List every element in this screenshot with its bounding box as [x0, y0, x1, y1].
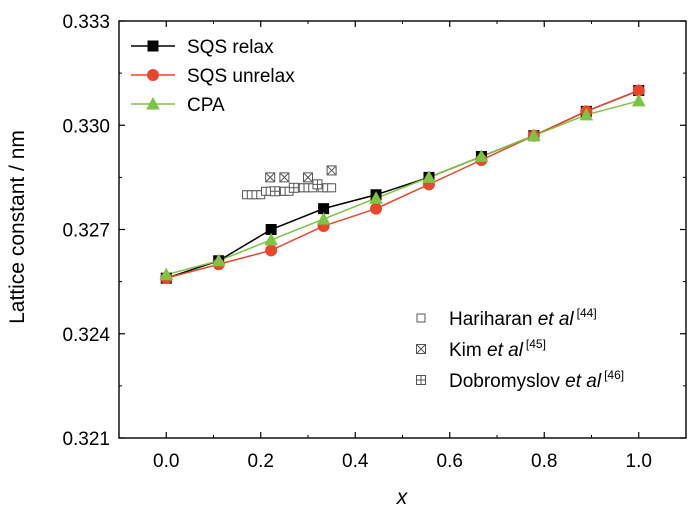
marker-plus — [270, 186, 280, 196]
marker-plus — [416, 375, 426, 385]
legend-item: SQS unrelax — [131, 66, 295, 87]
y-tick-label: 0.330 — [62, 116, 110, 137]
data-point — [327, 183, 337, 193]
series-markers-2 — [159, 93, 646, 281]
series-ref-2 — [269, 179, 323, 197]
data-point — [474, 149, 489, 163]
data-point — [326, 165, 337, 176]
series-markers-0 — [160, 85, 645, 284]
series-line — [166, 89, 640, 279]
series-1 — [166, 89, 640, 279]
data-point — [279, 172, 290, 183]
legend-marker — [147, 40, 159, 52]
legend-ref-item: Dobromyslov et al [46] — [416, 368, 624, 392]
legend-ref-marker — [416, 375, 426, 385]
data-point — [316, 212, 331, 225]
x-tick-label: 0.8 — [531, 451, 557, 472]
marker-plus — [312, 179, 322, 189]
y-tick-label: 0.321 — [62, 429, 110, 450]
x-tick-label: 1.0 — [626, 451, 652, 472]
marker-cross — [279, 172, 290, 183]
legend-ref-label: Dobromyslov et al [46] — [449, 368, 624, 392]
data-point — [527, 128, 541, 142]
legend-label: SQS unrelax — [187, 66, 295, 87]
data-point — [370, 202, 383, 215]
marker-plus — [289, 183, 299, 193]
x-tick-label: 0.0 — [153, 451, 179, 472]
data-point — [312, 179, 323, 190]
legend-ref-label: Kim et al [45] — [449, 337, 546, 361]
legend-marker — [146, 96, 160, 110]
legend-ref-label: Hariharan et al [44] — [449, 306, 597, 330]
y-tick-label: 0.324 — [62, 325, 110, 346]
x-tick-label: 0.6 — [437, 451, 463, 472]
marker-cross — [416, 344, 426, 354]
data-point — [265, 172, 276, 183]
x-tick-label: 0.4 — [342, 451, 369, 472]
series-0 — [166, 89, 640, 279]
series-ref-1 — [265, 165, 337, 183]
data-point — [269, 186, 280, 197]
series-markers-1 — [160, 84, 645, 285]
x-axis-label: x — [396, 486, 409, 509]
x-tick-label: 0.2 — [248, 451, 274, 472]
legend-marker — [147, 69, 159, 81]
series-line — [166, 100, 639, 276]
data-point — [159, 267, 174, 281]
y-axis-label: Lattice constant / nm — [6, 130, 29, 324]
data-point — [303, 172, 313, 183]
data-point — [211, 253, 226, 267]
data-point — [264, 232, 278, 246]
legend-ref-marker — [416, 313, 426, 323]
data-point — [265, 244, 278, 257]
marker-cross — [265, 172, 276, 183]
data-point — [422, 170, 436, 183]
marker-cross — [326, 165, 337, 176]
legend-item: CPA — [131, 95, 225, 116]
series-line — [166, 89, 640, 279]
data-point — [579, 107, 594, 121]
data-point — [288, 182, 299, 193]
legend-ref-item: Kim et al [45] — [416, 337, 546, 361]
y-tick-label: 0.333 — [62, 12, 110, 33]
legend-ref-marker — [416, 344, 426, 354]
data-point — [369, 191, 383, 204]
series-2 — [166, 100, 639, 276]
data-point — [631, 93, 646, 107]
legend-ref-item: Hariharan et al [44] — [416, 306, 597, 330]
legend-item: SQS relax — [131, 37, 274, 58]
legend-label: SQS relax — [187, 37, 274, 58]
marker-cross — [303, 172, 313, 183]
y-tick-label: 0.327 — [62, 221, 110, 242]
legend-label: CPA — [187, 95, 225, 116]
